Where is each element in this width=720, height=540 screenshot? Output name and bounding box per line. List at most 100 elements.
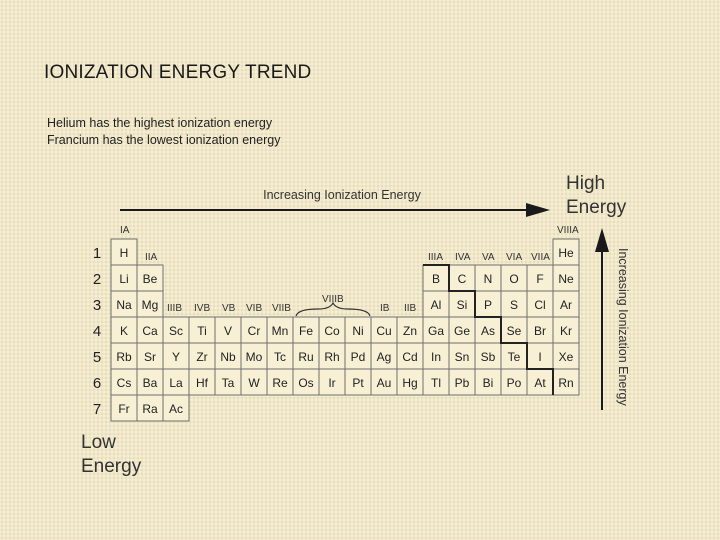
group-label-IVB: IVB	[194, 303, 210, 314]
element-cell-border	[370, 368, 398, 396]
element-cell-ni: Ni	[344, 316, 372, 344]
element-symbol: Ac	[169, 402, 183, 416]
element-cell-zr: Zr	[188, 342, 216, 370]
element-symbol: Sb	[481, 350, 496, 364]
element-cell-ti: Ti	[188, 316, 216, 344]
element-cell-o: O	[500, 264, 528, 292]
element-symbol: Ag	[377, 350, 392, 364]
period-label: 2	[93, 271, 101, 288]
element-cell-sc: Sc	[162, 316, 190, 344]
element-cell-ac: Ac	[162, 394, 190, 422]
element-symbol: Os	[298, 376, 313, 390]
element-cell-border	[162, 368, 190, 396]
element-symbol: Sr	[144, 350, 156, 364]
element-cell-border	[292, 368, 320, 396]
element-cell-te: Te	[500, 342, 528, 370]
element-cell-border	[344, 342, 372, 370]
element-cell-border	[552, 290, 580, 318]
element-cell-sn: Sn	[448, 342, 476, 370]
group-label-IIB: IIB	[404, 303, 417, 314]
side-arrow-label: Increasing Ionization Energy	[616, 248, 630, 406]
element-cell-kr: Kr	[552, 316, 580, 344]
element-symbol: Cr	[248, 324, 261, 338]
slide-title: IONIZATION ENERGY TREND	[44, 62, 312, 83]
period-label: 4	[93, 323, 101, 340]
element-symbol: He	[558, 246, 574, 260]
element-symbol: Be	[143, 272, 158, 286]
element-symbol: Ir	[328, 376, 335, 390]
element-symbol: Ra	[142, 402, 158, 416]
element-cell-border	[136, 368, 164, 396]
element-symbol: Te	[508, 350, 521, 364]
group-label-VB: VB	[222, 303, 236, 314]
element-cell-na: Na	[110, 290, 138, 318]
element-symbol: Pt	[352, 376, 364, 390]
element-cell-cu: Cu	[370, 316, 398, 344]
element-symbol: As	[481, 324, 495, 338]
element-cell-sr: Sr	[136, 342, 164, 370]
element-cell-border	[136, 394, 164, 422]
element-symbol: Ba	[143, 376, 158, 390]
element-cell-fe: Fe	[292, 316, 320, 344]
element-cell-hg: Hg	[396, 368, 424, 396]
element-cell-pb: Pb	[448, 368, 476, 396]
element-cell-border	[266, 342, 294, 370]
element-cell-xe: Xe	[552, 342, 580, 370]
period-label: 7	[93, 401, 101, 418]
element-cell-mn: Mn	[266, 316, 294, 344]
side-arrow-head	[595, 228, 609, 252]
element-cell-w: W	[240, 368, 268, 396]
element-cell-border	[500, 368, 528, 396]
element-cell-ga: Ga	[422, 316, 450, 344]
element-symbol: Sc	[169, 324, 183, 338]
period-label: 6	[93, 375, 101, 392]
element-symbol: In	[431, 350, 441, 364]
element-cell-tc: Tc	[266, 342, 294, 370]
bullet-list: Helium has the highest ionization energy…	[47, 115, 280, 148]
low-energy-label-line2: Energy	[81, 456, 142, 477]
element-cell-h: H	[110, 238, 138, 266]
element-symbol: Mg	[142, 298, 159, 312]
element-cell-border	[448, 368, 476, 396]
element-symbol: Mo	[246, 350, 263, 364]
element-cell-sb: Sb	[474, 342, 502, 370]
element-cell-br: Br	[526, 316, 554, 344]
element-symbol: At	[534, 376, 546, 390]
period-label: 5	[93, 349, 101, 366]
element-cell-se: Se	[500, 316, 528, 344]
element-symbol: Na	[116, 298, 132, 312]
top-arrow-head	[526, 203, 550, 217]
element-cell-c: C	[448, 264, 476, 292]
element-symbol: Pd	[351, 350, 366, 364]
element-cell-cd: Cd	[396, 342, 424, 370]
group-label-VIIB: VIIB	[272, 303, 291, 314]
period-label: 3	[93, 297, 101, 314]
element-symbol: F	[536, 272, 543, 286]
element-symbol: W	[248, 376, 260, 390]
element-cell-rn: Rn	[552, 368, 580, 396]
group-label-IIIB: IIIB	[167, 303, 182, 314]
element-symbol: Hf	[196, 376, 209, 390]
group-label-IVA: IVA	[455, 252, 471, 263]
element-cell-border	[344, 368, 372, 396]
element-symbol: H	[120, 246, 129, 260]
element-cell-at: At	[526, 368, 554, 396]
element-cell-hf: Hf	[188, 368, 216, 396]
element-cell-ra: Ra	[136, 394, 164, 422]
element-symbol: Tc	[274, 350, 286, 364]
group-label-VIA: VIA	[506, 252, 522, 263]
element-cell-border	[500, 342, 528, 370]
element-cell-border	[448, 342, 476, 370]
element-symbol: Ne	[558, 272, 574, 286]
element-cell-pt: Pt	[344, 368, 372, 396]
element-symbol: Po	[507, 376, 522, 390]
top-arrow-label: Increasing Ionization Energy	[263, 188, 421, 202]
element-cell-cr: Cr	[240, 316, 268, 344]
element-cell-border	[526, 342, 554, 370]
element-cell-cs: Cs	[110, 368, 138, 396]
element-symbol: Tl	[431, 376, 441, 390]
element-symbol: Ni	[352, 324, 363, 338]
low-energy-label-line1: Low	[81, 432, 116, 453]
element-symbol: Br	[534, 324, 546, 338]
